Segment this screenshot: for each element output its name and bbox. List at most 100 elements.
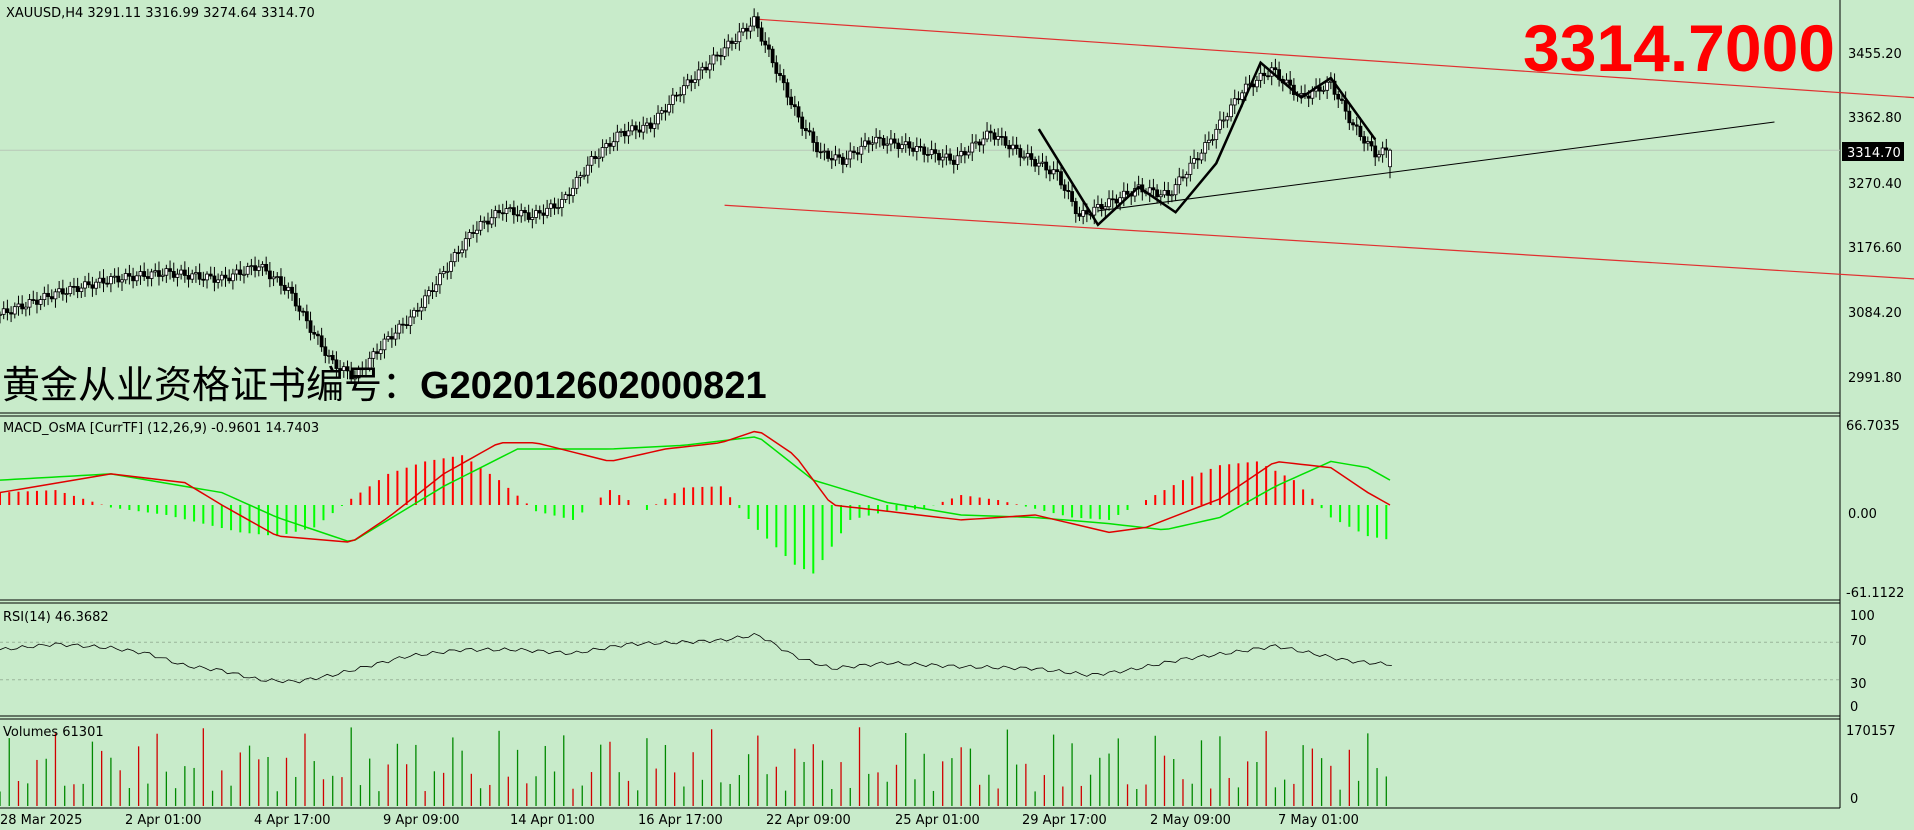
candle-body	[242, 273, 246, 276]
candle-body	[1229, 104, 1233, 118]
candle-body	[1107, 198, 1111, 208]
candle-body	[1055, 169, 1060, 173]
candle-body	[500, 212, 505, 215]
candle-body	[940, 156, 945, 161]
candle-body	[855, 152, 860, 155]
candle-body	[227, 277, 232, 282]
candle-body	[175, 273, 180, 278]
candle-body	[966, 151, 971, 156]
candle-body	[870, 142, 875, 145]
candle-body	[1340, 98, 1344, 101]
macd-label: MACD_OsMA [CurrTF] (12,26,9) -0.9601 14.…	[3, 421, 319, 436]
candle-body	[759, 27, 764, 42]
candle-body	[105, 282, 110, 285]
candle-body	[389, 336, 394, 340]
candle-body	[138, 271, 143, 277]
candle-body	[1195, 158, 1200, 161]
candle-body	[755, 16, 760, 29]
candle-body	[497, 210, 501, 214]
candle-body	[438, 273, 442, 286]
candle-body	[412, 309, 416, 318]
channel-lower-line	[724, 204, 1914, 280]
candle-body	[478, 221, 483, 231]
candle-body	[20, 303, 25, 310]
candle-body	[94, 281, 99, 289]
candle-body	[615, 131, 620, 143]
candle-body	[885, 143, 890, 146]
candle-body	[97, 277, 102, 283]
time-tick: 7 May 01:00	[1278, 813, 1359, 828]
candle-body	[27, 299, 32, 308]
time-tick: 22 Apr 09:00	[766, 813, 851, 828]
candle-body	[563, 194, 568, 200]
candle-body	[519, 210, 524, 217]
candle-body	[1114, 198, 1119, 204]
candle-body	[42, 292, 47, 300]
candle-body	[974, 141, 978, 144]
time-tick: 4 Apr 17:00	[254, 813, 331, 828]
panel-frames	[0, 0, 1841, 809]
candle-body	[682, 85, 686, 96]
candle-body	[992, 132, 997, 140]
trend-channel	[724, 18, 1914, 280]
candle-body	[582, 174, 586, 177]
candle-body	[157, 270, 161, 277]
candle-body	[397, 323, 402, 334]
candle-body	[792, 104, 797, 108]
candle-body	[1110, 198, 1115, 201]
candle-body	[1022, 156, 1026, 159]
candle-body	[1358, 125, 1363, 137]
candle-body	[186, 275, 191, 280]
candle-body	[1003, 136, 1008, 146]
candle-body	[460, 249, 465, 254]
candle-body	[160, 274, 165, 277]
candle-body	[419, 306, 424, 312]
candle-body	[201, 278, 206, 281]
candle-body	[962, 151, 967, 156]
candle-body	[1240, 92, 1245, 100]
candle-body	[304, 311, 309, 322]
candle-body	[578, 175, 583, 178]
candle-body	[316, 333, 320, 337]
candle-body	[349, 370, 354, 380]
candle-body	[83, 281, 87, 289]
candle-body	[822, 150, 827, 153]
candle-body	[282, 284, 287, 291]
price-tick: 3176.60	[1848, 241, 1902, 256]
candle-body	[877, 136, 882, 139]
candle-body	[907, 141, 912, 149]
candle-body	[72, 285, 76, 288]
candle-body	[253, 265, 257, 271]
candle-body	[1188, 162, 1193, 175]
time-tick: 25 Apr 01:00	[895, 813, 980, 828]
candle-body	[852, 150, 856, 154]
candle-body	[970, 142, 975, 153]
candle-body	[1351, 122, 1355, 126]
support-trend-line	[1097, 121, 1775, 212]
zigzag-line	[1037, 60, 1377, 227]
candle-body	[168, 268, 172, 272]
candle-body	[452, 252, 457, 263]
candle-body	[1121, 190, 1126, 199]
volume-bars	[0, 727, 1387, 806]
candle-body	[1011, 144, 1015, 150]
candle-body	[567, 194, 572, 197]
candle-body	[1288, 79, 1293, 86]
candle-body	[1243, 83, 1248, 94]
price-tick: 3455.20	[1848, 47, 1902, 62]
candle-body	[127, 273, 132, 277]
candle-body	[1077, 213, 1082, 217]
candle-body	[301, 310, 306, 313]
candle-body	[707, 63, 712, 71]
candle-body	[423, 295, 428, 308]
candle-body	[179, 269, 184, 275]
time-tick: 14 Apr 01:00	[510, 813, 595, 828]
candle-body	[12, 306, 17, 315]
candle-body	[722, 47, 727, 57]
candle-body	[234, 269, 239, 275]
candle-body	[1225, 116, 1230, 121]
candle-body	[574, 177, 579, 189]
candle-body	[149, 271, 154, 279]
candle-body	[811, 131, 816, 143]
